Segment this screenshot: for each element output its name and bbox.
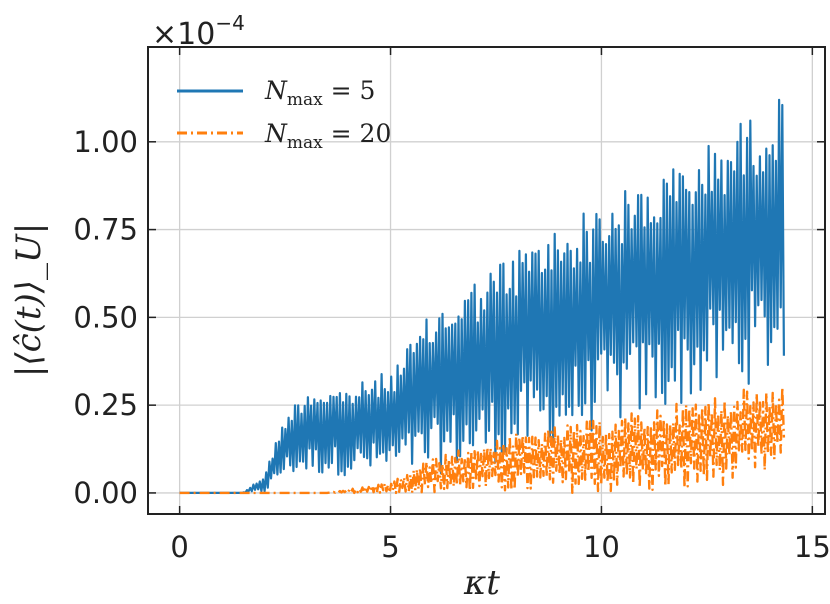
- legend-label-series-1: Nmax = 5: [264, 76, 375, 110]
- ticks: [148, 47, 825, 514]
- y-tick-label: 1.00: [73, 125, 138, 159]
- legend-symbol: N: [264, 119, 288, 148]
- legend-label-series-2: Nmax = 20: [264, 119, 391, 153]
- plot-frame: [147, 46, 826, 515]
- offset-exponent: −4: [215, 11, 244, 35]
- x-tick-label: 0: [170, 530, 188, 564]
- legend-symbol: N: [264, 76, 288, 105]
- legend-subscript: max: [287, 90, 323, 110]
- series-line-1: [179, 98, 785, 494]
- y-tick-label: 0.00: [73, 476, 138, 510]
- legend-value: = 20: [323, 119, 392, 148]
- y-tick-label: 0.75: [73, 213, 138, 247]
- series-line-2: [179, 386, 786, 495]
- x-tick-label: 15: [794, 530, 830, 564]
- x-tick-label: 10: [583, 530, 620, 564]
- x-axis-label: κt: [463, 563, 500, 603]
- tick-labels: 0 5 10 15 0.00 0.25 0.50 0.75 1.00: [73, 125, 830, 564]
- offset-base: ×10: [152, 17, 215, 52]
- legend-value: = 5: [323, 76, 376, 105]
- y-tick-label: 0.25: [73, 388, 138, 422]
- legend: Nmax = 5 Nmax = 20: [177, 76, 391, 153]
- x-tick-label: 5: [381, 530, 399, 564]
- plot-area: [179, 98, 786, 495]
- y-offset-text: ×10−4: [152, 11, 245, 52]
- legend-subscript: max: [287, 133, 323, 153]
- y-axis-label: |⟨ĉ(t)⟩_U|: [9, 223, 49, 377]
- y-tick-label: 0.50: [73, 300, 138, 334]
